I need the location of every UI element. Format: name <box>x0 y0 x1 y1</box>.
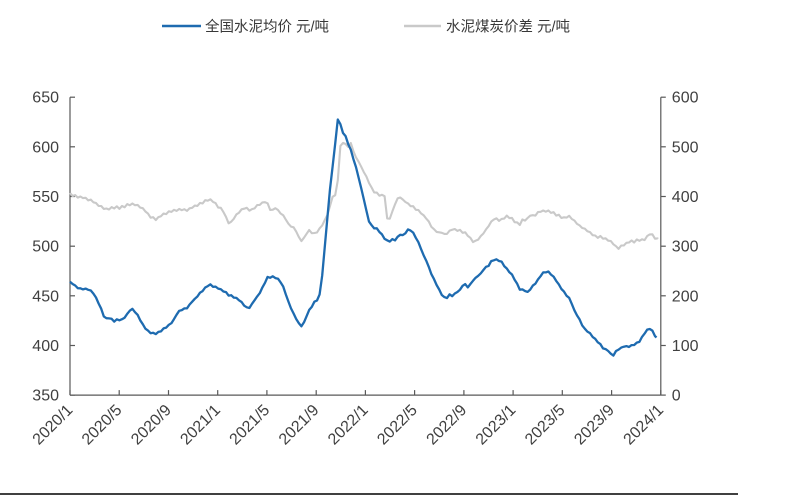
svg-text:600: 600 <box>32 139 59 156</box>
svg-text:500: 500 <box>32 239 59 256</box>
svg-text:水泥煤炭价差 元/吨: 水泥煤炭价差 元/吨 <box>446 19 570 36</box>
svg-text:550: 550 <box>32 189 59 206</box>
svg-text:400: 400 <box>672 189 699 206</box>
svg-text:650: 650 <box>32 90 59 107</box>
svg-text:全国水泥均价 元/吨: 全国水泥均价 元/吨 <box>205 18 329 36</box>
svg-text:100: 100 <box>672 338 699 355</box>
svg-text:300: 300 <box>672 239 699 256</box>
svg-text:600: 600 <box>672 90 699 107</box>
svg-text:500: 500 <box>672 139 699 156</box>
svg-text:0: 0 <box>672 388 681 405</box>
svg-text:350: 350 <box>32 388 59 405</box>
svg-text:450: 450 <box>32 288 59 305</box>
svg-text:200: 200 <box>672 288 699 305</box>
svg-text:400: 400 <box>32 338 59 355</box>
